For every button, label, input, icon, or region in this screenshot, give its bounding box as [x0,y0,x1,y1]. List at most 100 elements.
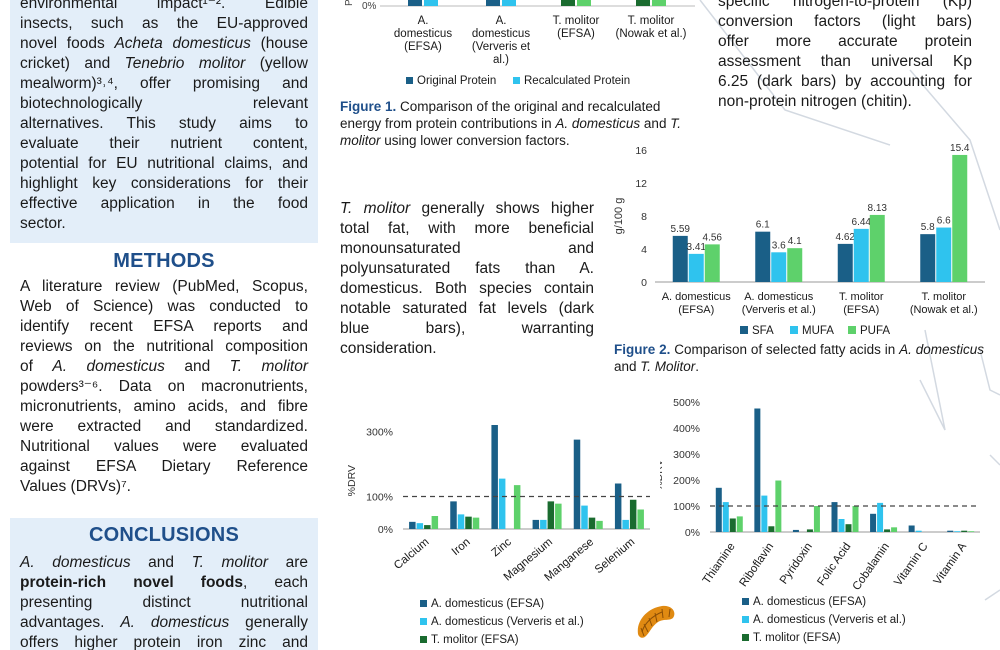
fig1-category-label: T. molitor (EFSA) [553,15,600,40]
drv-legend-swatch [420,636,427,643]
drv-bar [498,478,506,529]
drv-legend-swatch [742,616,749,623]
fig2-bar [936,227,952,282]
drv-bar [954,531,961,532]
fig2-caption-text: Comparison of selected fatty acids in A.… [614,342,984,374]
text-line: highlight key considerations for their [20,175,308,192]
drv-bar [775,480,782,532]
text-line: assessment than universal Kp [718,53,972,70]
drv-bar [588,517,596,529]
drv-bar [637,509,644,529]
drv-bar [513,485,521,529]
drv-bar [792,529,799,532]
drv-category-label: Folic Acid [815,541,853,588]
drv-bar [540,519,547,529]
drv-bar [961,530,968,532]
fig2-category-label: A. domesticus (EFSA) [662,291,732,316]
text-line: effective application in the food [20,195,308,212]
text-line: specific nitrogen-to-protein (Kp) [718,0,972,10]
drv-bar [768,526,775,532]
text-line: consideration. [340,340,437,357]
drv-bar [416,523,424,529]
fig2-data-label: 3.6 [772,240,786,251]
text-line: monounsaturated and [340,240,594,257]
text-line: environmental impact¹⁻². Edible [20,0,308,12]
methods-title: METHODS [113,250,215,272]
fig1-bar-orig-4 [636,0,650,6]
fig2-legend-swatch [740,326,748,334]
drv-bar [915,530,922,532]
drv-bar [450,501,457,529]
fig1-legend-recalculated: Recalculated Protein [524,75,630,87]
conversion-factor-text: specific nitrogen-to-protein (Kp) convers… [718,0,972,112]
fig1-bar-recalc-1 [424,0,438,6]
fig2-legend-swatch [848,326,856,334]
text-line: were extracted and standardized. [20,418,308,435]
drv-bar [472,517,480,529]
fig2-bar [869,214,885,282]
drv-legend-swatch [742,634,749,641]
drv-bar [491,425,498,529]
text-line: insects, such as the EU-approved [20,15,308,32]
text-line: potential for EU nutritional claims, and [20,155,308,172]
fig1-legend-original: Original Protein [417,75,496,87]
text-line: conversion factors (light bars) [718,13,972,30]
drv-bar [806,529,813,532]
fig2-bar [672,235,688,282]
fig2-category-label: T. molitor (Nowak et al.) [910,291,978,316]
drv-y-tick: 0% [378,524,393,536]
fig2-bar [688,253,704,282]
fig2-data-label: 8.13 [868,203,888,214]
methods-section: METHODS A literature review (PubMed, Sco… [10,250,318,497]
fig1-bar-recalc-4 [652,0,666,6]
fig2-y-tick: 16 [635,145,647,157]
drv-bar [622,519,629,529]
drv-legend-label: A. domesticus (Ververis et al.) [753,614,906,626]
vitamins-chart: 0% 100% 200% 300% 400% 500% %DRV Thiamine Ribofl… [660,397,980,644]
drv-bar [813,506,820,532]
drv-category-label: Cobalamin [851,541,892,593]
text-line: evaluate their nutrient content, [20,135,308,152]
text-line: 6.25 (dark bars) by accounting for [718,73,972,90]
drv-bar [614,483,622,529]
fig2-legend-label: MUFA [802,325,834,337]
drv-bar [877,502,884,532]
fig2-legend-label: PUFA [860,325,890,337]
drv-bar [908,525,915,532]
fig1-caption-label: Figure 1. [340,99,397,114]
drv-bar [852,506,859,532]
fig2-legend-swatch [790,326,798,334]
fig1-caption-text: Comparison of the original and recalcula… [340,99,681,148]
fig2-data-label: 4.1 [788,236,802,247]
drv-y-tick: 400% [673,423,700,435]
fig2-bar [704,244,720,282]
drv-category-label: Pyridoxin [778,541,815,587]
text-line: novel foods Acheta domesticus (house [20,35,308,52]
drv-legend-label: A. domesticus (Ververis et al.) [431,616,584,628]
drv-category-label: Thiamine [701,541,738,587]
fig1-category-labels: A. domesticus (EFSA) A. domesticus (Ververis … [394,15,687,66]
fig2-y-tick: 8 [641,211,647,223]
text-line: non-protein nitrogen (chitin). [718,93,912,110]
drv-bar [754,408,761,532]
drv-bar [431,516,439,529]
text-line: reviews on the nutritional composition [20,338,308,355]
text-line: powders³⁻⁶. Data on macronutrients, [20,378,308,395]
drv-bar [845,524,852,532]
fig2-data-label: 5.8 [921,222,935,233]
text-line: biotechnologically relevant [20,95,308,112]
text-line: presenting distinct nutritional [20,594,308,611]
fig2-bar [837,243,853,282]
fig2-bar [920,234,936,282]
fig2-legend-label: SFA [752,325,774,337]
drv-y-label: %DRV [660,459,665,490]
text-line: T. molitor generally shows higher [340,200,595,217]
figure-1-chart: 0% P A. domesticus (EFSA) A. domesticus (Verv… [344,0,695,87]
fig2-data-label: 4.62 [836,232,856,243]
fig2-data-label: 6.6 [937,216,951,227]
fig1-legend: Original Protein Recalculated Protein [406,75,630,87]
drv-legend-swatch [742,598,749,605]
drv-bar [629,499,637,529]
text-line: mealworm)³˒⁴, offer promising and [20,75,308,92]
drv-bar [729,518,736,532]
